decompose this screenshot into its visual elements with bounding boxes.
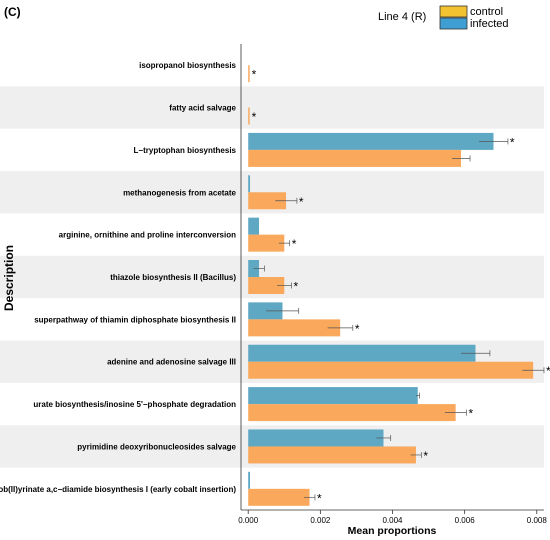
x-axis-title: Mean proportions — [348, 525, 437, 537]
bar-infected — [248, 387, 418, 405]
bar-infected — [248, 132, 494, 150]
x-tick-label: 0.000 — [238, 516, 259, 525]
significance-marker: * — [252, 68, 257, 82]
category-label: arginine, ornithine and proline intercon… — [59, 231, 236, 240]
significance-marker: * — [468, 407, 473, 421]
bar-control — [248, 277, 285, 294]
bar-infected — [248, 302, 283, 320]
bar-control — [248, 192, 287, 210]
panel-label: (C) — [4, 5, 21, 19]
x-tick-label: 0.004 — [382, 516, 403, 525]
bars: * * * * * * * * * * * — [248, 65, 550, 506]
legend-swatch-control — [439, 5, 468, 18]
x-tick-label: 0.002 — [310, 516, 331, 525]
significance-marker: * — [292, 237, 297, 251]
bar-infected — [248, 471, 251, 489]
category-label: fatty acid salvage — [169, 104, 236, 113]
significance-marker: * — [299, 195, 304, 209]
category-labels: isopropanol biosynthesis fatty acid salva… — [0, 61, 237, 494]
legend-title: Line 4 (R) — [378, 11, 426, 23]
significance-marker: * — [510, 135, 515, 149]
y-axis-title: Description — [2, 245, 16, 311]
significance-marker: * — [252, 110, 257, 124]
category-label: cob(II)yrinate a,c−diamide biosynthesis … — [0, 485, 236, 494]
category-label: L−tryptophan biosynthesis — [134, 146, 237, 155]
bar-control — [248, 65, 250, 83]
bar-infected — [248, 344, 476, 362]
significance-marker: * — [317, 491, 322, 505]
bar-control — [248, 446, 416, 464]
bar-control — [248, 107, 250, 125]
bar-control — [248, 149, 462, 167]
x-ticks: 0.000 0.002 0.004 0.006 0.008 — [238, 510, 547, 525]
category-label: adenine and adenosine salvage III — [107, 358, 236, 367]
bar-control — [248, 234, 285, 252]
legend: Line 4 (R) control infected — [378, 5, 509, 30]
category-label: pyrimidine deoxyribonucleosides salvage — [77, 442, 236, 451]
bar-infected — [248, 175, 251, 193]
legend-swatch-infected — [439, 17, 468, 30]
category-label: urate biosynthesis/inosine 5'−phosphate … — [33, 400, 236, 409]
bar-infected — [248, 429, 384, 447]
x-tick-label: 0.008 — [527, 516, 548, 525]
bar-control — [248, 361, 534, 379]
category-label: thiazole biosynthesis II (Bacillus) — [110, 273, 236, 282]
significance-marker: * — [294, 280, 299, 294]
x-tick-label: 0.006 — [455, 516, 476, 525]
significance-marker: * — [546, 364, 550, 378]
row-band — [0, 86, 544, 129]
category-label: superpathway of thiamin diphosphate bios… — [34, 315, 236, 324]
bar-infected — [248, 217, 260, 235]
significance-marker: * — [423, 449, 428, 463]
significance-marker: * — [355, 322, 360, 336]
category-label: methanogenesis from acetate — [123, 188, 236, 197]
legend-label-control: control — [470, 6, 503, 18]
bar-control — [248, 404, 456, 422]
bar-control — [248, 319, 341, 337]
bar-control — [248, 488, 310, 506]
category-label: isopropanol biosynthesis — [139, 61, 236, 70]
legend-label-infected: infected — [470, 18, 509, 30]
